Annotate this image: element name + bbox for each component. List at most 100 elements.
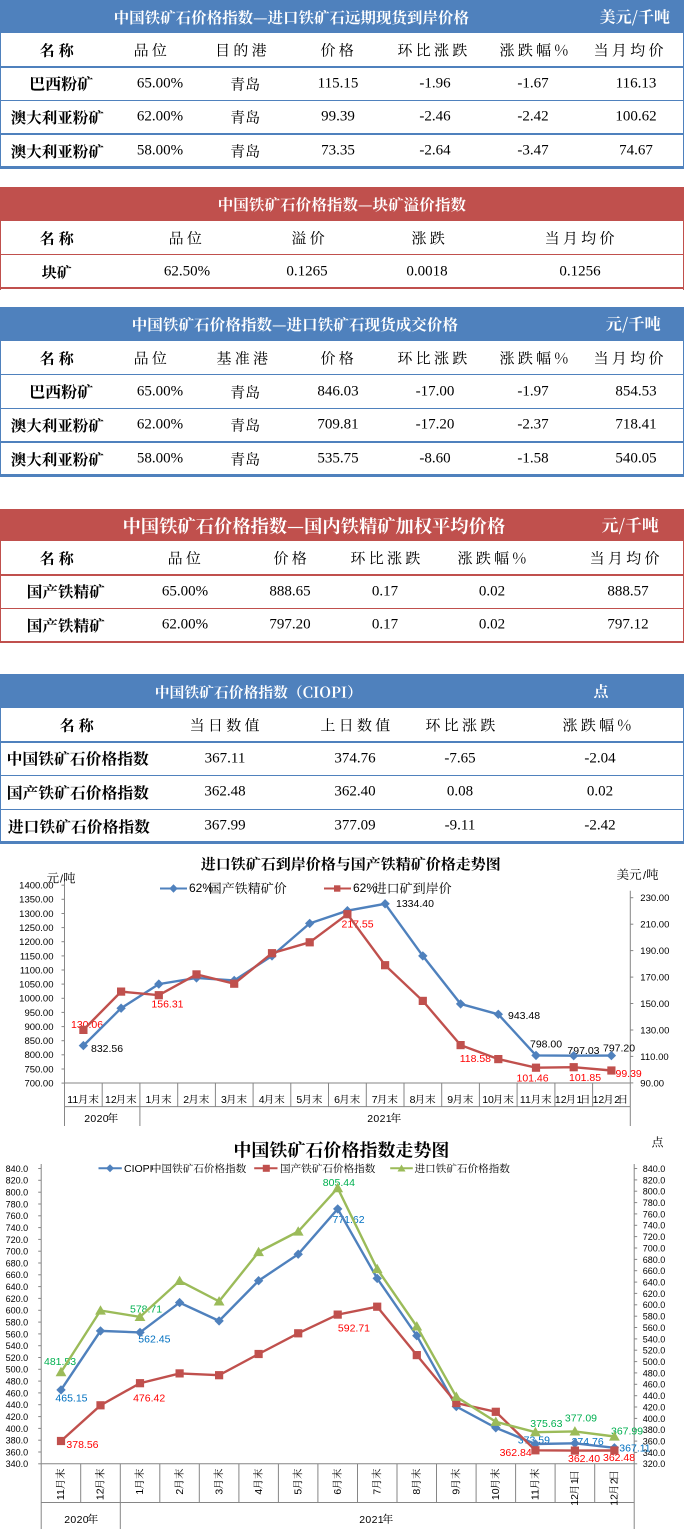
svg-text:12: 12 [105, 1094, 117, 1106]
svg-text:1300.00: 1300.00 [19, 909, 53, 920]
svg-text:/: / [643, 870, 647, 882]
svg-text:420.0: 420.0 [643, 1402, 666, 1412]
svg-text:340.0: 340.0 [6, 1459, 29, 1469]
svg-text:367.11: 367.11 [619, 1443, 650, 1455]
svg-text:540.0: 540.0 [6, 1341, 29, 1351]
svg-text:4: 4 [253, 1489, 265, 1495]
svg-text:12: 12 [569, 1494, 581, 1506]
svg-text:560.0: 560.0 [643, 1323, 666, 1333]
svg-text:217.55: 217.55 [342, 919, 374, 931]
svg-text:3: 3 [221, 1094, 227, 1106]
svg-text:9: 9 [447, 1094, 453, 1106]
svg-text:12: 12 [593, 1094, 605, 1106]
svg-text:12: 12 [609, 1494, 621, 1506]
svg-text:10: 10 [490, 1488, 502, 1500]
svg-text:62%: 62% [189, 881, 213, 895]
svg-text:5: 5 [296, 1094, 302, 1106]
svg-text:760.0: 760.0 [643, 1209, 666, 1219]
svg-text:680.0: 680.0 [643, 1255, 666, 1265]
svg-text:1: 1 [134, 1489, 146, 1495]
svg-text:480.0: 480.0 [643, 1368, 666, 1378]
svg-text:2021: 2021 [367, 1113, 392, 1125]
svg-text:62%: 62% [353, 881, 377, 895]
svg-text:500.0: 500.0 [6, 1365, 29, 1375]
svg-text:560.0: 560.0 [6, 1329, 29, 1339]
svg-text:750.00: 750.00 [24, 1064, 53, 1075]
svg-text:110.00: 110.00 [640, 1052, 668, 1063]
svg-text:375.63: 375.63 [530, 1418, 562, 1430]
svg-text:720.0: 720.0 [6, 1235, 29, 1245]
svg-text:320.0: 320.0 [643, 1459, 666, 1469]
svg-text:640.0: 640.0 [643, 1278, 666, 1288]
svg-text:520.0: 520.0 [6, 1353, 29, 1363]
svg-text:101.46: 101.46 [517, 1073, 549, 1085]
svg-text:950.00: 950.00 [24, 1008, 53, 1019]
svg-text:771.62: 771.62 [333, 1214, 365, 1226]
svg-text:11: 11 [55, 1489, 67, 1500]
svg-text:1334.40: 1334.40 [396, 898, 434, 910]
svg-text:12: 12 [95, 1488, 107, 1500]
svg-text:580.0: 580.0 [643, 1312, 666, 1322]
svg-text:1: 1 [577, 1094, 583, 1106]
svg-text:680.0: 680.0 [6, 1258, 29, 1268]
svg-text:377.09: 377.09 [565, 1413, 597, 1425]
svg-text:362.84: 362.84 [500, 1447, 532, 1459]
svg-text:476.42: 476.42 [133, 1393, 165, 1405]
svg-text:362.40: 362.40 [568, 1453, 600, 1465]
svg-text:2: 2 [183, 1094, 189, 1106]
svg-text:10: 10 [482, 1094, 494, 1106]
svg-text:1050.00: 1050.00 [19, 980, 53, 991]
svg-text:620.0: 620.0 [643, 1289, 666, 1299]
svg-text:850.00: 850.00 [24, 1036, 53, 1047]
svg-text:465.15: 465.15 [55, 1393, 87, 1405]
svg-text:7: 7 [372, 1094, 378, 1106]
svg-text:740.0: 740.0 [643, 1221, 666, 1231]
svg-text:1: 1 [569, 1478, 581, 1484]
svg-text:800.0: 800.0 [6, 1188, 29, 1198]
svg-text:362.48: 362.48 [603, 1452, 635, 1464]
svg-text:562.45: 562.45 [138, 1334, 170, 1346]
svg-text:720.0: 720.0 [643, 1232, 666, 1242]
svg-text:2: 2 [614, 1094, 620, 1106]
svg-text:1150.00: 1150.00 [20, 951, 54, 962]
svg-text:832.56: 832.56 [91, 1043, 123, 1055]
svg-text:378.56: 378.56 [66, 1439, 98, 1451]
svg-text:1000.00: 1000.00 [19, 994, 53, 1005]
svg-text:400.0: 400.0 [6, 1424, 29, 1434]
svg-text:1: 1 [146, 1094, 152, 1106]
svg-text:170.00: 170.00 [640, 973, 669, 984]
svg-text:11: 11 [67, 1094, 78, 1106]
svg-text:820.0: 820.0 [643, 1175, 666, 1185]
svg-text:118.58: 118.58 [460, 1053, 491, 1065]
svg-text:798.00: 798.00 [530, 1039, 562, 1051]
svg-text:380.0: 380.0 [6, 1436, 29, 1446]
svg-text:840.0: 840.0 [6, 1164, 29, 1174]
svg-text:600.0: 600.0 [643, 1300, 666, 1310]
svg-text:190.00: 190.00 [640, 946, 669, 957]
svg-text:2: 2 [609, 1478, 621, 1484]
svg-text:760.0: 760.0 [6, 1211, 29, 1221]
svg-text:8: 8 [410, 1094, 416, 1106]
svg-text:99.39: 99.39 [616, 1068, 642, 1080]
svg-text:580.0: 580.0 [6, 1318, 29, 1328]
svg-text:1400.00: 1400.00 [19, 881, 53, 892]
svg-text:700.0: 700.0 [6, 1247, 29, 1257]
svg-text:367.99: 367.99 [611, 1426, 643, 1438]
svg-text:460.0: 460.0 [643, 1380, 666, 1390]
svg-text:540.0: 540.0 [643, 1334, 666, 1344]
svg-text:8: 8 [411, 1489, 423, 1495]
svg-text:2021: 2021 [359, 1514, 384, 1526]
svg-text:820.0: 820.0 [6, 1176, 29, 1186]
svg-text:6: 6 [332, 1489, 344, 1495]
svg-text:578.71: 578.71 [130, 1304, 162, 1316]
svg-text:CIOPI: CIOPI [124, 1163, 153, 1175]
svg-text:130.00: 130.00 [640, 1025, 669, 1036]
svg-text:740.0: 740.0 [6, 1223, 29, 1233]
svg-text:7: 7 [371, 1489, 383, 1495]
svg-text:340.0: 340.0 [643, 1448, 666, 1458]
svg-text:600.0: 600.0 [6, 1306, 29, 1316]
svg-text:700.0: 700.0 [643, 1243, 666, 1253]
svg-text:150.00: 150.00 [640, 999, 669, 1010]
svg-text:1200.00: 1200.00 [19, 937, 53, 948]
svg-text:700.00: 700.00 [24, 1079, 53, 1090]
